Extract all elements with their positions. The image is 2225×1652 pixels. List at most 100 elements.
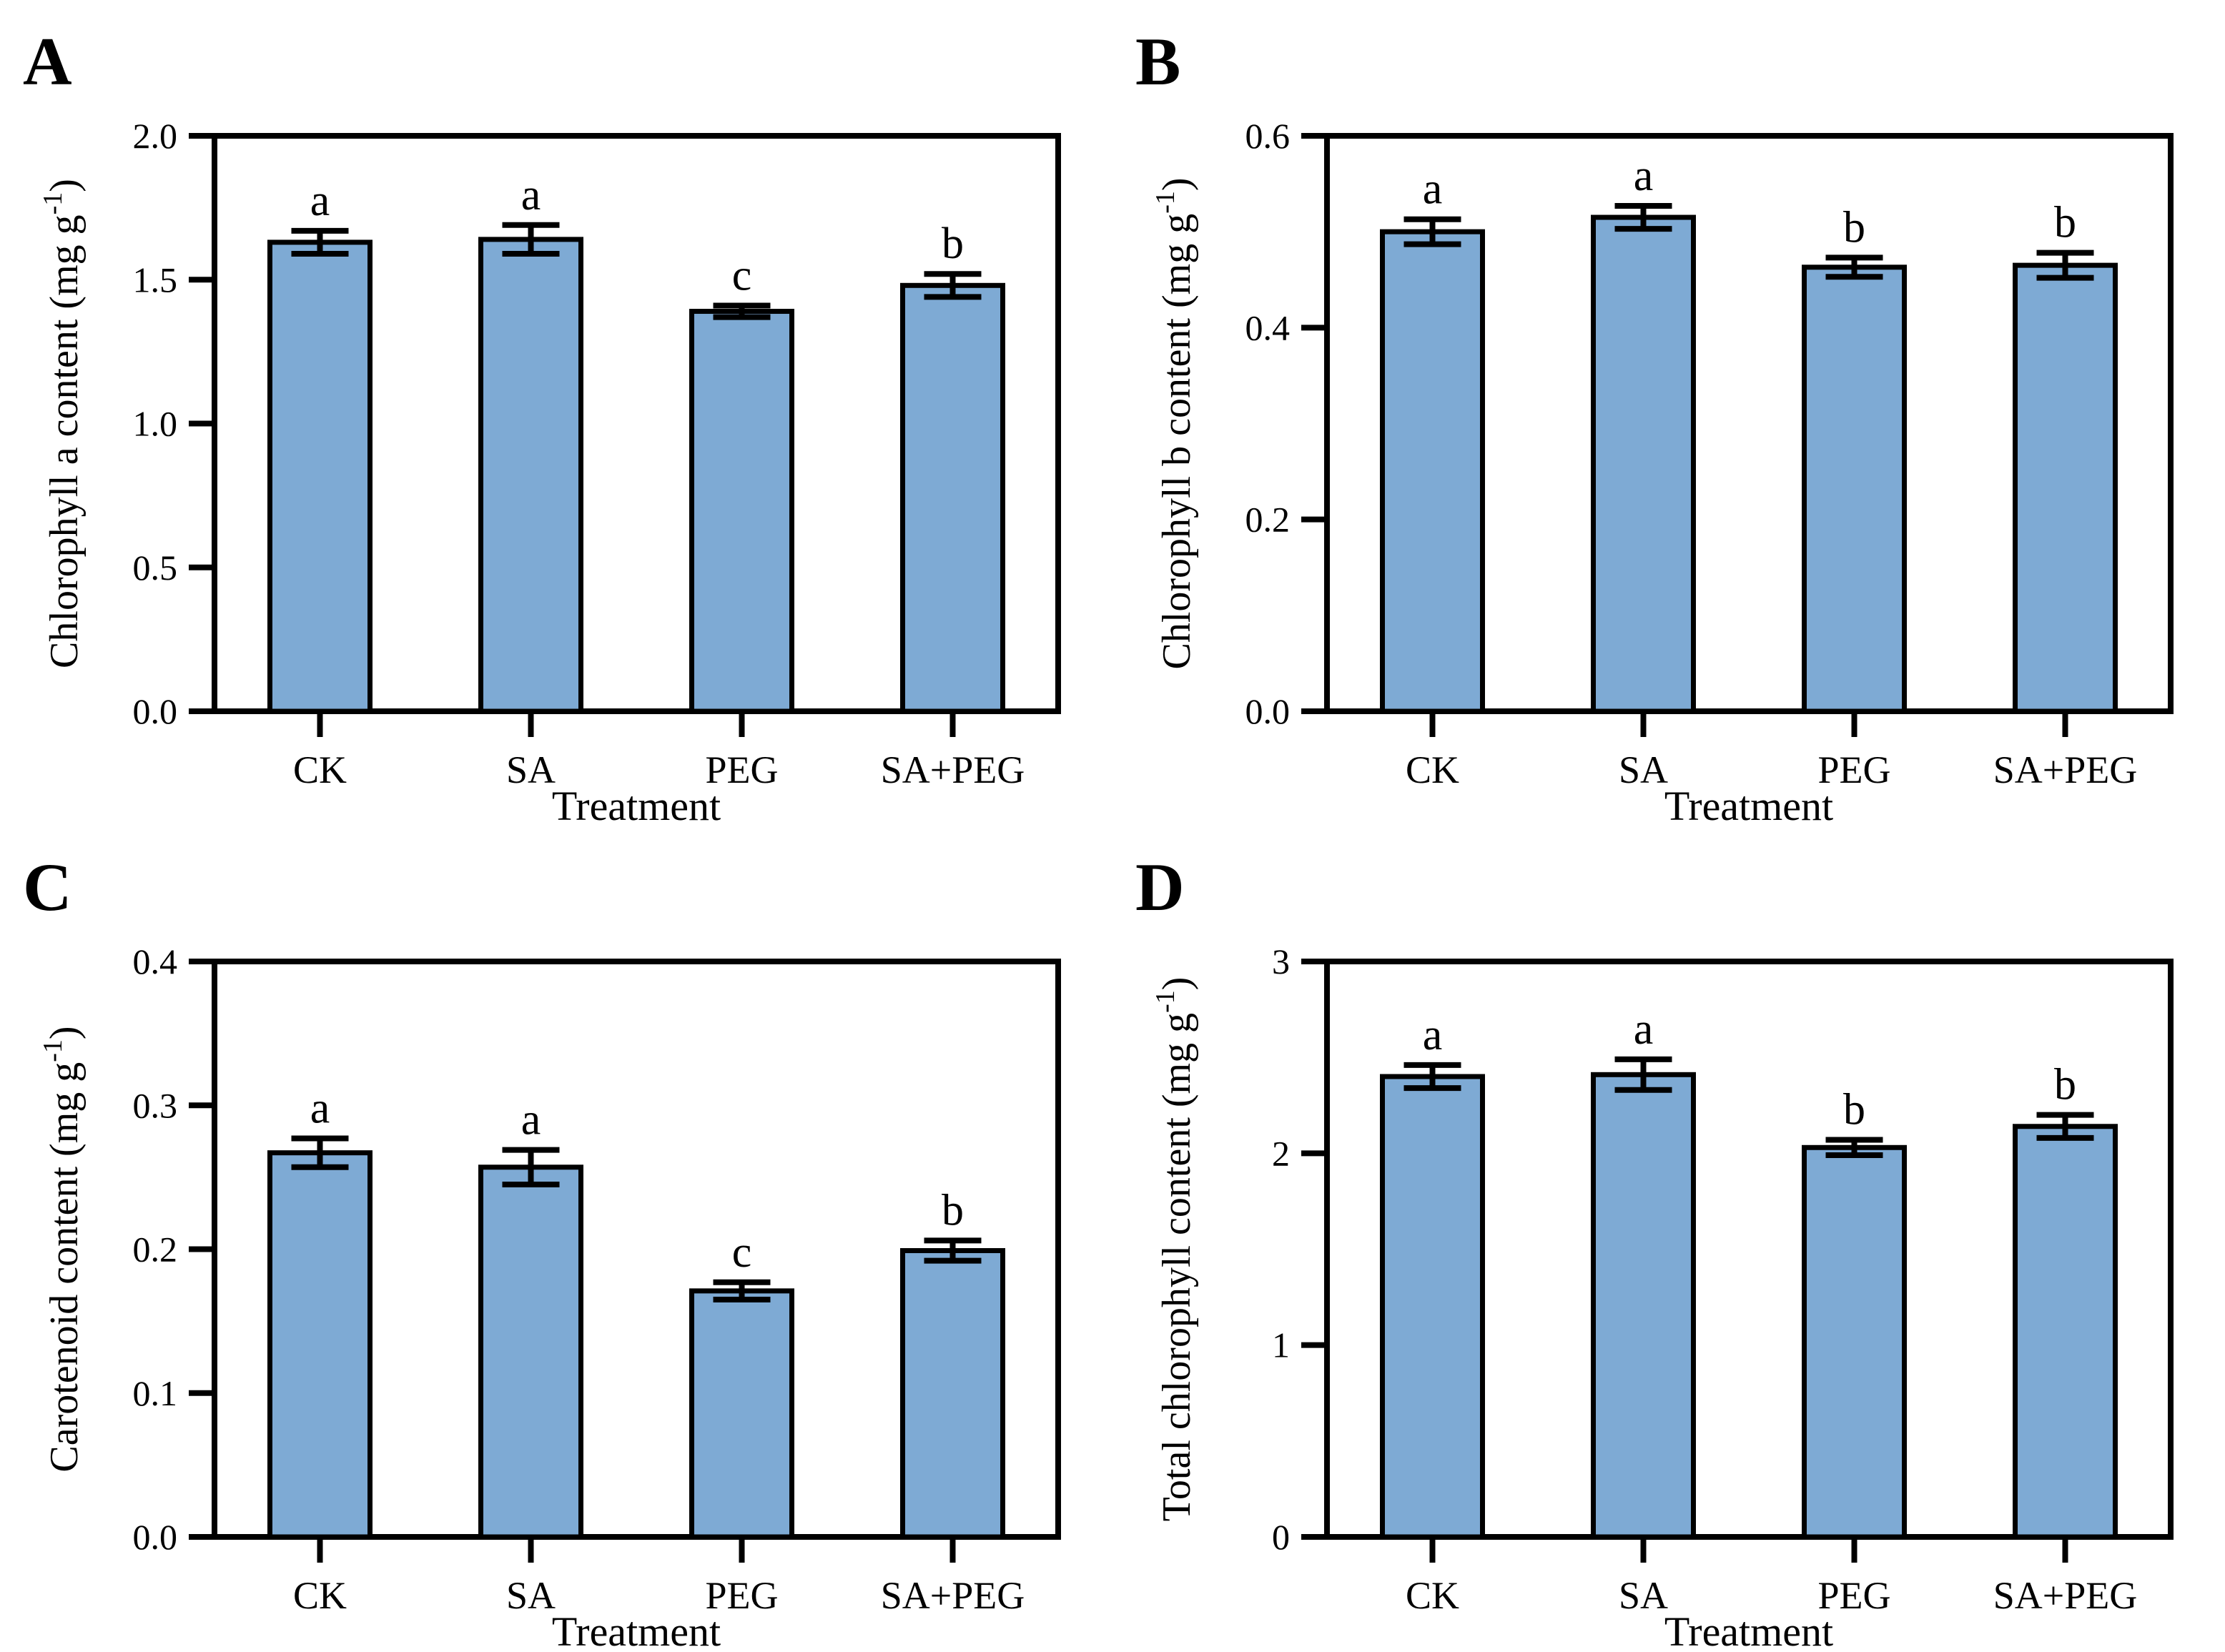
plot-frame bbox=[1324, 133, 2174, 714]
significance-letter: c bbox=[732, 1228, 752, 1277]
x-category-label: SA+PEG bbox=[1993, 1574, 2138, 1617]
bar-sa bbox=[1591, 1072, 1696, 1540]
x-category-label: CK bbox=[1406, 748, 1459, 791]
bar-sa-peg bbox=[2013, 262, 2118, 714]
x-category-label: SA+PEG bbox=[881, 1574, 1025, 1617]
y-tick-label: 0.0 bbox=[133, 1517, 178, 1557]
bar-sa bbox=[478, 1164, 583, 1540]
bar-ck bbox=[1380, 1074, 1485, 1540]
y-axis-title-close: ) bbox=[42, 179, 87, 192]
bar-peg bbox=[689, 309, 794, 714]
y-axis-title-exponent: -1 bbox=[1150, 990, 1180, 1013]
y-axis-title: Carotenoid content (mg g-1) bbox=[38, 1026, 87, 1472]
panel-d-total-chlorophyll-chart: 0 1 2 3 Total chlorophyll content (mg g-1) a C… bbox=[1112, 826, 2225, 1651]
x-category-label: PEG bbox=[1817, 1574, 1890, 1617]
y-tick-label: 0.0 bbox=[133, 691, 178, 731]
bar-peg bbox=[1802, 1144, 1907, 1540]
panel-c-carotenoid-chart: 0.0 0.1 0.2 0.3 0.4 Carotenoid content (mg g-… bbox=[0, 826, 1112, 1651]
chart-svg: 0.0 0.5 1.0 1.5 2.0 Chlorophyll a content (mg… bbox=[23, 24, 1061, 826]
chart-svg: 0.0 0.2 0.4 0.6 Chlorophyll b content (mg g-… bbox=[1135, 24, 2174, 826]
x-category-label: SA+PEG bbox=[881, 748, 1025, 791]
panel-b-chlorophyll-b-chart: 0.0 0.2 0.4 0.6 Chlorophyll b content (mg g-… bbox=[1112, 0, 2225, 826]
significance-letter: a bbox=[1423, 165, 1443, 214]
bar-ck bbox=[267, 1150, 373, 1540]
bar-peg bbox=[1802, 264, 1907, 714]
significance-letter: b bbox=[2054, 1061, 2076, 1109]
panel-letter: A bbox=[23, 24, 72, 99]
x-category-label: PEG bbox=[705, 748, 778, 791]
bar-sa-peg bbox=[2013, 1124, 2118, 1540]
y-tick-label: 2.0 bbox=[133, 116, 178, 156]
significance-letter: a bbox=[310, 1084, 330, 1133]
x-category-label: SA bbox=[506, 1574, 556, 1617]
chart-svg: 0 1 2 3 Total chlorophyll content (mg g-1) a C… bbox=[1135, 849, 2174, 1651]
chart-svg: 0.0 0.1 0.2 0.3 0.4 Carotenoid content (mg g-… bbox=[23, 849, 1061, 1651]
x-category-label: CK bbox=[1406, 1574, 1459, 1617]
y-axis-title-close: ) bbox=[1155, 977, 1199, 991]
y-axis-title: Chlorophyll b content (mg g-1) bbox=[1150, 177, 1199, 669]
significance-letter: b bbox=[942, 219, 964, 268]
y-tick-label: 0.5 bbox=[133, 548, 178, 588]
y-tick-label: 3 bbox=[1272, 941, 1290, 981]
y-axis-title-exponent: -1 bbox=[38, 192, 68, 215]
significance-letter: c bbox=[732, 251, 752, 300]
panel-letter: C bbox=[23, 849, 72, 925]
significance-letter: a bbox=[521, 1096, 541, 1144]
y-tick-label: 2 bbox=[1272, 1133, 1290, 1173]
y-tick-label: 0.6 bbox=[1245, 116, 1291, 156]
significance-letter: a bbox=[1634, 152, 1654, 200]
bar-sa-peg bbox=[900, 282, 1005, 714]
bar-peg bbox=[689, 1288, 794, 1540]
x-category-label: PEG bbox=[705, 1574, 778, 1617]
bar-sa bbox=[478, 237, 583, 714]
y-axis-title-exponent: -1 bbox=[1150, 191, 1180, 214]
y-axis-title: Total chlorophyll content (mg g-1) bbox=[1150, 977, 1199, 1522]
y-tick-label: 0.3 bbox=[133, 1085, 178, 1125]
x-category-label: SA bbox=[1619, 1574, 1668, 1617]
panel-a-chlorophyll-a-chart: 0.0 0.5 1.0 1.5 2.0 Chlorophyll a content (mg… bbox=[0, 0, 1112, 826]
y-tick-label: 1.5 bbox=[133, 259, 178, 300]
y-tick-label: 0.1 bbox=[133, 1373, 178, 1413]
bar-ck bbox=[1380, 229, 1485, 714]
significance-letter: a bbox=[1423, 1011, 1443, 1059]
y-axis-title-main: Chlorophyll a content (mg g bbox=[42, 214, 87, 668]
y-axis-title-close: ) bbox=[42, 1026, 87, 1039]
x-category-label: SA+PEG bbox=[1993, 748, 2138, 791]
significance-letter: b bbox=[942, 1186, 964, 1235]
y-tick-label: 0.2 bbox=[1245, 500, 1291, 540]
y-axis-title-exponent: -1 bbox=[38, 1039, 68, 1062]
y-tick-label: 0.4 bbox=[1245, 307, 1291, 347]
x-axis-title: Treatment bbox=[1664, 1608, 1833, 1651]
x-axis-title: Treatment bbox=[552, 1608, 721, 1651]
significance-letter: b bbox=[1843, 1086, 1865, 1134]
y-tick-label: 0.0 bbox=[1245, 691, 1291, 731]
y-tick-label: 0 bbox=[1272, 1517, 1290, 1557]
significance-letter: b bbox=[2054, 199, 2076, 247]
bar-sa bbox=[1591, 214, 1696, 714]
x-category-label: CK bbox=[293, 1574, 347, 1617]
y-tick-label: 0.2 bbox=[133, 1230, 178, 1270]
significance-letter: b bbox=[1843, 203, 1865, 252]
significance-letter: a bbox=[521, 171, 541, 219]
y-tick-label: 0.4 bbox=[133, 941, 178, 981]
bar-ck bbox=[267, 239, 373, 714]
y-tick-label: 1 bbox=[1272, 1325, 1290, 1365]
significance-letter: a bbox=[310, 177, 330, 225]
y-axis-title-main: Chlorophyll b content (mg g bbox=[1155, 214, 1199, 670]
panel-letter: B bbox=[1135, 24, 1180, 99]
plot-frame bbox=[1324, 959, 2174, 1540]
y-axis-title-main: Carotenoid content (mg g bbox=[42, 1062, 87, 1473]
bar-sa-peg bbox=[900, 1248, 1005, 1540]
y-axis-title-main: Total chlorophyll content (mg g bbox=[1155, 1013, 1199, 1521]
x-axis-title: Treatment bbox=[552, 783, 721, 826]
x-category-label: SA bbox=[506, 748, 556, 791]
panel-letter: D bbox=[1135, 849, 1185, 925]
x-category-label: PEG bbox=[1817, 748, 1890, 791]
x-axis-title: Treatment bbox=[1664, 783, 1833, 826]
y-tick-label: 1.0 bbox=[133, 404, 178, 444]
x-category-label: CK bbox=[293, 748, 347, 791]
x-category-label: SA bbox=[1619, 748, 1668, 791]
significance-letter: a bbox=[1634, 1005, 1654, 1054]
y-axis-title-close: ) bbox=[1155, 177, 1199, 191]
